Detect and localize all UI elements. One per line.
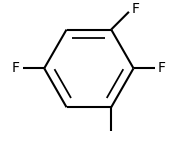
Text: F: F xyxy=(132,2,140,16)
Text: F: F xyxy=(158,61,166,75)
Text: F: F xyxy=(12,61,20,75)
